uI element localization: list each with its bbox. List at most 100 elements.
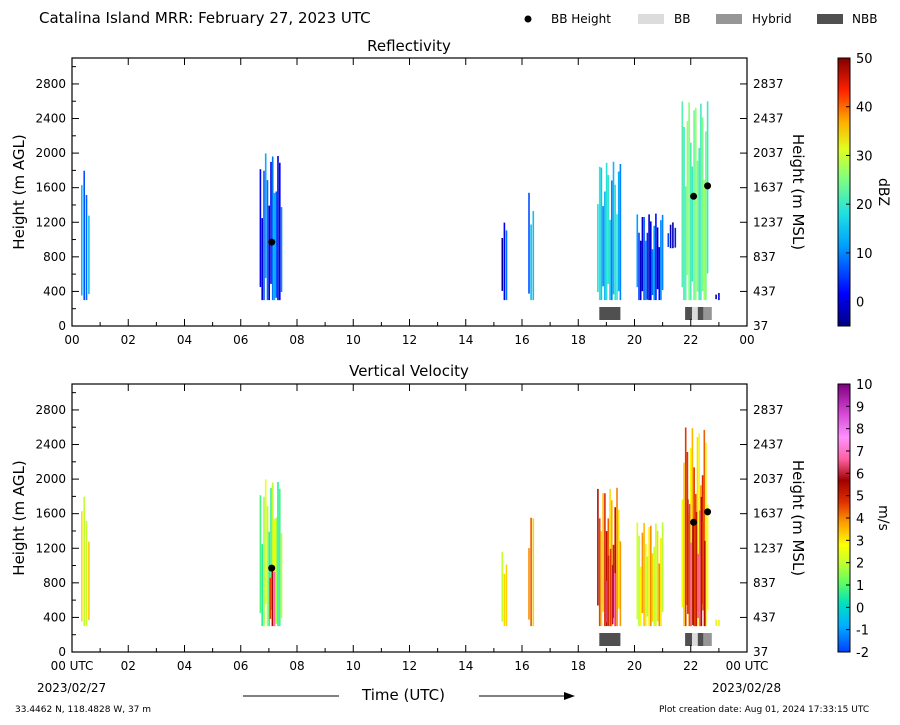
reflectivity-y-tick-label-right: 2437	[753, 112, 784, 126]
velocity-y-tick-label-right: 437	[753, 610, 776, 624]
reflectivity-x-tick-label: 02	[121, 333, 136, 347]
velocity-x-tick-label: 20	[627, 659, 642, 673]
reflectivity-x-tick-label: 18	[571, 333, 586, 347]
reflectivity-colorbar-tick-label: 20	[856, 198, 873, 213]
time-axis-label: Time (UTC)	[362, 686, 445, 704]
velocity-bb-type-segment	[692, 633, 698, 646]
legend: BB Height BB Hybrid NBB	[524, 12, 877, 26]
start-date-label: 2023/02/27	[37, 681, 107, 695]
velocity-echo-column	[605, 548, 616, 627]
velocity-x-tick-label: 14	[458, 659, 473, 673]
velocity-x-tick-label: 08	[289, 659, 304, 673]
reflectivity-colorbar-tick-label: 30	[856, 149, 873, 164]
velocity-echo-column	[269, 565, 276, 627]
reflectivity-echo-column	[715, 293, 720, 301]
reflectivity-x-tick-label: 04	[177, 333, 192, 347]
reflectivity-echo-column	[259, 153, 283, 301]
time-arrow-head	[564, 692, 575, 700]
reflectivity-frame	[71, 57, 748, 327]
legend-bb-swatch	[638, 14, 664, 24]
reflectivity-x-tick-label: 00	[64, 333, 79, 347]
legend-bb-height-marker	[524, 15, 532, 23]
velocity-y-tick-label: 1600	[35, 507, 66, 521]
reflectivity-echo-column	[667, 222, 677, 249]
reflectivity-x-tick-label: 20	[627, 333, 642, 347]
reflectivity-bb-type-segment	[599, 307, 621, 320]
reflectivity-bb-height-point	[690, 192, 698, 200]
velocity-colorbar-tick-label: 2	[856, 557, 864, 572]
velocity-colorbar-tick-label: -2	[856, 646, 869, 661]
velocity-y-tick-label-right: 2837	[753, 403, 784, 417]
reflectivity-y-tick-label-right: 437	[753, 284, 776, 298]
velocity-x-tick-label: 04	[177, 659, 192, 673]
reflectivity-y-tick-label: 0	[58, 319, 66, 333]
reflectivity-bb-type-segment	[685, 307, 693, 320]
reflectivity-colorbar: 0 10 20 30 40 50 dBZ	[837, 52, 891, 327]
page-title: Catalina Island MRR: February 27, 2023 U…	[39, 9, 371, 27]
legend-bb-height-label: BB Height	[551, 12, 611, 26]
velocity-echo-column	[501, 551, 508, 627]
reflectivity-y-tick-label: 2000	[35, 146, 66, 160]
velocity-colorbar-tick-label: 6	[856, 467, 864, 482]
velocity-y-tick-label: 1200	[35, 541, 66, 555]
velocity-colorbar-tick-label: 8	[856, 423, 864, 438]
reflectivity-y-tick-label: 2800	[35, 77, 66, 91]
reflectivity-x-tick-label: 16	[514, 333, 529, 347]
footer-creation-date: Plot creation date: Aug 01, 2024 17:33:1…	[659, 705, 870, 715]
velocity-echo-column	[687, 496, 706, 627]
reflectivity-colorbar-tick-label: 40	[856, 101, 873, 116]
reflectivity-y-tick-label: 1600	[35, 181, 66, 195]
reflectivity-echo-column	[501, 222, 508, 301]
velocity-colorbar-tick-label: 9	[856, 400, 864, 415]
velocity-y-tick-label-right: 37	[753, 645, 768, 659]
reflectivity-y-tick-label-right: 1637	[753, 181, 784, 195]
footer-location: 33.4462 N, 118.4828 W, 37 m	[15, 705, 152, 715]
velocity-colorbar-tick-label: 4	[856, 512, 864, 527]
reflectivity-x-tick-label: 00	[739, 333, 754, 347]
velocity-bb-type-segment	[685, 633, 693, 646]
velocity-y-tick-label: 2800	[35, 403, 66, 417]
reflectivity-bb-type-segment	[703, 307, 712, 320]
velocity-x-tick-label: 02	[121, 659, 136, 673]
reflectivity-title: Reflectivity	[367, 37, 451, 55]
reflectivity-x-tick-label: 22	[683, 333, 698, 347]
velocity-y-tick-label: 2400	[35, 438, 66, 452]
velocity-y-tick-label-right: 2037	[753, 472, 784, 486]
velocity-echo-column	[715, 619, 720, 627]
reflectivity-echo-column	[681, 101, 709, 301]
reflectivity-echo-column	[81, 170, 90, 301]
velocity-bb-height-point	[690, 518, 698, 526]
velocity-colorbar-tick-label: 3	[856, 534, 864, 549]
velocity-frame	[71, 383, 748, 653]
velocity-colorbar-tick-label: 5	[856, 490, 864, 505]
velocity-x-tick-label: 00 UTC	[51, 659, 94, 673]
reflectivity-y-tick-label-right: 2037	[753, 146, 784, 160]
reflectivity-echo-column	[636, 213, 664, 301]
velocity-echo-column	[81, 496, 90, 627]
velocity-x-tick-label: 12	[402, 659, 417, 673]
reflectivity-bb-height-point	[268, 238, 276, 246]
velocity-y-tick-label-right: 837	[753, 576, 776, 590]
velocity-colorbar-tick-label: 1	[856, 579, 864, 594]
reflectivity-y-tick-label-right: 2837	[753, 77, 784, 91]
legend-bb-label: BB	[674, 12, 690, 26]
reflectivity-x-tick-label: 06	[233, 333, 248, 347]
velocity-colorbar-label: m/s	[875, 505, 891, 531]
velocity-y-tick-label-right: 1237	[753, 541, 784, 555]
reflectivity-ylabel: Height (m AGL)	[10, 134, 28, 249]
velocity-ylabel-right: Height (m MSL)	[789, 460, 807, 576]
velocity-x-tick-label: 22	[683, 659, 698, 673]
reflectivity-y-tick-label-right: 837	[753, 250, 776, 264]
vertical-velocity-panel: Vertical Velocity Height (m AGL) Height …	[10, 362, 891, 673]
velocity-y-tick-label-right: 1637	[753, 507, 784, 521]
legend-nbb-swatch	[817, 14, 843, 24]
velocity-y-tick-label-right: 2437	[753, 438, 784, 452]
velocity-bb-type-segment	[703, 633, 712, 646]
end-date-label: 2023/02/28	[712, 681, 782, 695]
reflectivity-x-tick-label: 14	[458, 333, 473, 347]
velocity-bb-height-point	[704, 508, 712, 516]
velocity-x-tick-label: 06	[233, 659, 248, 673]
velocity-bb-type-segment	[697, 633, 704, 646]
velocity-y-tick-label: 400	[43, 610, 66, 624]
reflectivity-colorbar-scale	[837, 57, 851, 327]
